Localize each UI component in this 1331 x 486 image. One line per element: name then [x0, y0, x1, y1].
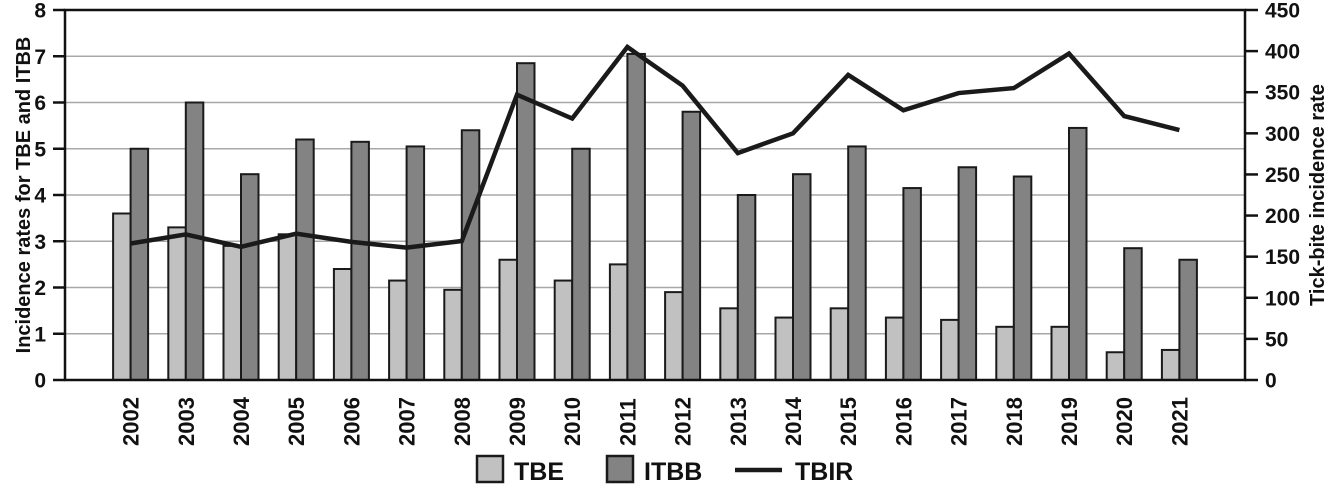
legend-label-tbe: TBE [514, 458, 564, 486]
bar-tbe-2018 [995, 325, 1015, 381]
right-tick-label-350: 350 [1265, 82, 1300, 105]
left-tick-label-2: 2 [34, 277, 46, 300]
right-tick-label-50: 50 [1265, 328, 1288, 351]
bar-tbe-2017 [940, 318, 960, 381]
right-tick-label-150: 150 [1265, 246, 1300, 269]
left-tick-label-4: 4 [34, 185, 46, 208]
bar-itbb-2016 [902, 187, 922, 381]
bar-itbb-2004 [240, 173, 260, 381]
axis-labels: 0 1 2 3 4 5 6 7 8 0 50 100 150 200 250 300 350 400 450 2002… [34, 0, 1300, 446]
right-tick-label-250: 250 [1265, 164, 1300, 187]
right-axis-title: Tick-bite incidence rate [1307, 84, 1329, 306]
right-tick-label-400: 400 [1265, 41, 1300, 64]
bar-tbe-2006 [332, 268, 353, 381]
bar-itbb-2020 [1123, 247, 1143, 381]
x-tick-label-2004: 2004 [229, 396, 254, 446]
left-tick-label-0: 0 [34, 370, 46, 393]
bar-tbe-2013 [719, 307, 739, 381]
bar-tbe-2009 [498, 258, 518, 381]
legend-swatch-itbb [605, 454, 635, 484]
bar-tbe-2005 [277, 233, 298, 381]
bar-tbe-2008 [443, 288, 463, 381]
bar-itbb-2009 [516, 62, 536, 381]
x-tick-label-2006: 2006 [339, 397, 364, 446]
bar-itbb-2008 [460, 129, 481, 381]
x-tick-label-2021: 2021 [1167, 397, 1192, 446]
bar-itbb-2017 [957, 166, 978, 381]
x-tick-label-2014: 2014 [781, 396, 806, 446]
bar-itbb-2011 [626, 52, 646, 381]
bar-itbb-2014 [792, 173, 812, 381]
x-tick-label-2010: 2010 [560, 397, 585, 446]
x-tick-label-2020: 2020 [1112, 397, 1137, 446]
bar-itbb-2010 [571, 147, 591, 381]
legend-label-itbb: ITBB [644, 458, 702, 486]
line-series [130, 43, 1180, 250]
x-tick-label-2007: 2007 [395, 397, 420, 446]
right-tick-label-300: 300 [1265, 123, 1300, 146]
x-tick-label-2011: 2011 [615, 398, 640, 446]
legend-swatch-tbe [475, 454, 505, 484]
bar-tbe-2014 [774, 316, 794, 381]
bar-itbb-2021 [1178, 258, 1198, 381]
bar-tbe-2019 [1050, 325, 1070, 381]
x-tick-label-2005: 2005 [284, 397, 309, 446]
x-tick-label-2008: 2008 [450, 397, 475, 446]
bar-itbb-2006 [350, 140, 370, 381]
x-tick-label-2012: 2012 [671, 397, 696, 446]
bar-tbe-2007 [388, 279, 408, 381]
left-tick-label-8: 8 [34, 0, 46, 23]
bar-itbb-2013 [736, 194, 757, 381]
left-tick-label-7: 7 [34, 46, 46, 69]
bar-tbe-2012 [664, 291, 684, 381]
bar-tbe-2004 [222, 244, 242, 381]
bar-itbb-2003 [184, 101, 205, 381]
left-tick-label-1: 1 [34, 323, 46, 346]
bar-tbe-2002 [112, 212, 132, 381]
bar-itbb-2018 [1012, 175, 1033, 381]
x-tick-label-2002: 2002 [119, 397, 144, 446]
right-tick-label-100: 100 [1265, 287, 1300, 310]
right-tick-label-0: 0 [1265, 370, 1277, 393]
left-tick-label-3: 3 [34, 231, 46, 254]
x-tick-label-2016: 2016 [891, 397, 916, 446]
x-tick-label-2017: 2017 [947, 397, 972, 446]
left-tick-label-6: 6 [34, 92, 46, 115]
bar-itbb-2002 [129, 147, 150, 381]
axes [53, 8, 1258, 382]
bar-itbb-2005 [295, 138, 315, 381]
right-tick-label-450: 450 [1265, 0, 1300, 23]
bar-tbe-2021 [1160, 348, 1181, 381]
x-tick-label-2018: 2018 [1002, 397, 1027, 446]
bar-itbb-2012 [681, 110, 702, 381]
tbir-line [130, 43, 1180, 250]
x-tick-label-2009: 2009 [505, 397, 530, 446]
bar-tbe-2016 [884, 316, 905, 381]
bar-itbb-2015 [847, 145, 867, 381]
left-tick-label-5: 5 [34, 138, 46, 161]
bar-tbe-2003 [167, 226, 187, 381]
bar-tbe-2010 [553, 279, 574, 381]
x-tick-label-2019: 2019 [1057, 397, 1082, 446]
bar-series [112, 52, 1198, 381]
bar-itbb-2019 [1068, 126, 1088, 381]
bar-tbe-2015 [829, 307, 850, 381]
x-tick-label-2013: 2013 [726, 397, 751, 446]
legend: TBE ITBB TBIR [475, 454, 853, 486]
bar-itbb-2007 [405, 145, 426, 381]
bar-tbe-2020 [1105, 351, 1126, 381]
left-axis-title: Incidence rates for TBE and ITBB [13, 37, 35, 354]
x-tick-label-2015: 2015 [836, 397, 861, 446]
bar-tbe-2011 [608, 263, 629, 381]
x-tick-label-2003: 2003 [174, 397, 199, 446]
legend-label-tbir: TBIR [795, 458, 853, 486]
right-tick-label-200: 200 [1265, 205, 1300, 228]
